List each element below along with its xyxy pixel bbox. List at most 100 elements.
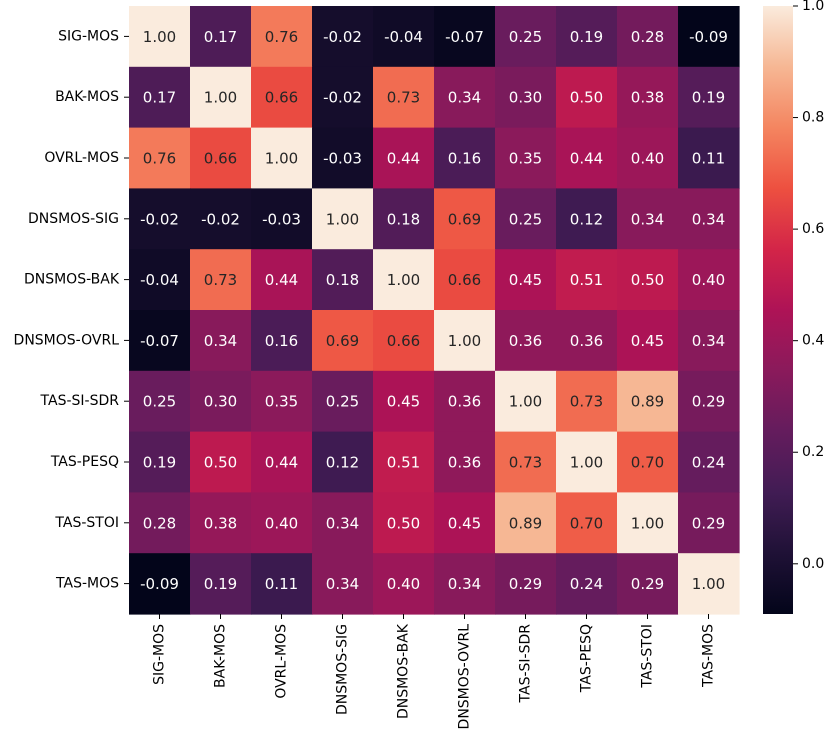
heatmap-value-4-7: 0.51 [570,271,603,289]
heatmap-cell-2-1 [190,127,252,189]
x-tick-label-9: TAS-MOS [701,624,717,688]
heatmap-cell-1-5 [434,66,496,129]
heatmap-cell-6-1 [190,370,252,433]
heatmap-cell-6-8 [617,370,679,433]
x-tick-label-4: DNSMOS-BAK [396,623,412,719]
heatmap-value-6-1: 0.30 [204,393,237,411]
heatmap-cell-7-4 [373,431,435,493]
heatmap-value-7-3: 0.12 [326,454,359,472]
heatmap-value-4-2: 0.44 [265,271,298,289]
y-tick-label-1: BAK-MOS [55,89,119,105]
heatmap-value-2-5: 0.16 [448,150,481,168]
heatmap-value-9-4: 0.40 [387,575,420,593]
heatmap-value-9-7: 0.24 [570,575,603,593]
y-tick-label-3: DNSMOS-SIG [28,211,119,227]
heatmap-value-5-0: -0.07 [140,332,179,350]
x-tick-label-0: SIG-MOS [152,624,168,685]
heatmap-value-8-2: 0.40 [265,514,298,532]
heatmap-cell-9-3 [312,553,374,615]
heatmap-value-4-6: 0.45 [509,271,542,289]
heatmap-cell-7-1 [190,431,252,493]
heatmap-value-5-4: 0.66 [387,332,420,350]
heatmap-value-9-5: 0.34 [448,575,481,593]
heatmap-cell-5-2 [251,310,313,372]
heatmap-cell-3-8 [617,188,679,250]
y-axis-ticks: SIG-MOS BAK-MOS OVRL-MOS DNSMOS-SIG DNSMOS-B… [14,28,129,592]
heatmap-cell-6-5 [434,370,496,433]
heatmap-cell-9-2 [251,553,313,615]
heatmap-value-1-1: 1.00 [204,89,237,107]
heatmap-value-6-8: 0.89 [631,393,664,411]
heatmap-value-5-6: 0.36 [509,332,542,350]
heatmap-cell-7-9 [678,431,740,493]
y-tick-label-0: SIG-MOS [58,28,119,44]
heatmap-cell-8-8 [617,492,679,554]
heatmap-value-8-8: 1.00 [631,514,664,532]
heatmap-cell-4-8 [617,249,679,311]
heatmap-value-7-8: 0.70 [631,454,664,472]
heatmap-cell-1-2 [251,66,313,129]
heatmap-value-2-9: 0.11 [692,150,725,168]
x-tick-label-2: OVRL-MOS [274,624,290,699]
heatmap-cell-4-3 [312,249,374,311]
heatmap-value-6-4: 0.45 [387,393,420,411]
heatmap-value-0-9: -0.09 [689,28,728,46]
y-tick-label-7: TAS-PESQ [50,454,119,470]
heatmap-cell-2-3 [312,127,374,189]
heatmap-cell-6-4 [373,370,435,433]
heatmap-value-0-5: -0.07 [445,28,484,46]
heatmap-value-8-3: 0.34 [326,514,359,532]
heatmap-value-7-0: 0.19 [143,454,176,472]
heatmap-cell-6-3 [312,370,374,433]
heatmap-value-5-9: 0.34 [692,332,725,350]
heatmap-cell-5-3 [312,310,374,372]
heatmap-cell-8-3 [312,492,374,554]
x-tick-label-6: TAS-SI-SDR [518,624,534,704]
heatmap-cell-7-6 [495,431,557,493]
heatmap-value-4-8: 0.50 [631,271,664,289]
heatmap-cell-7-0 [129,431,191,493]
heatmap-cell-0-4 [373,6,435,68]
heatmap-value-9-2: 0.11 [265,575,298,593]
heatmap-value-3-5: 0.69 [448,210,481,228]
x-tick-label-3: DNSMOS-SIG [335,624,351,715]
heatmap-cell-0-3 [312,6,374,68]
heatmap-cell-1-0 [129,66,191,129]
heatmap-value-7-9: 0.24 [692,454,725,472]
colorbar-tick-label-4: 0.8 [802,110,824,126]
heatmap-cell-9-5 [434,553,496,615]
heatmap-cell-9-7 [556,553,618,615]
heatmap-value-1-6: 0.30 [509,89,542,107]
heatmap-cell-0-5 [434,6,496,68]
heatmap-annotations: 1.00 0.17 0.76 -0.02 -0.04 -0.07 0.25 0.19 0.28 -… [140,28,728,593]
heatmap-cell-6-7 [556,370,618,433]
heatmap-value-4-0: -0.04 [140,271,179,289]
heatmap-cell-6-6 [495,370,557,433]
heatmap-value-3-6: 0.25 [509,210,542,228]
heatmap-cell-1-3 [312,66,374,129]
heatmap-cell-6-0 [129,370,191,433]
heatmap-cell-5-7 [556,310,618,372]
heatmap-cell-5-8 [617,310,679,372]
heatmap-cell-5-9 [678,310,740,372]
heatmap-cell-3-7 [556,188,618,250]
heatmap-value-6-7: 0.73 [570,393,603,411]
heatmap-value-5-7: 0.36 [570,332,603,350]
heatmap-value-4-4: 1.00 [387,271,420,289]
heatmap-cell-8-2 [251,492,313,554]
heatmap-cell-2-9 [678,127,740,189]
heatmap-value-1-5: 0.34 [448,89,481,107]
heatmap-value-3-0: -0.02 [140,210,179,228]
colorbar-tick-label-3: 0.6 [802,221,824,237]
x-axis-ticks: SIG-MOS BAK-MOS OVRL-MOS DNSMOS-SIG DNSMOS-B… [152,614,717,729]
heatmap-value-3-3: 1.00 [326,210,359,228]
colorbar-gradient [763,6,793,614]
heatmap-cell-6-9 [678,370,740,433]
y-tick-label-8: TAS-STOI [54,515,119,531]
heatmap-value-9-9: 1.00 [692,575,725,593]
heatmap-value-6-6: 1.00 [509,393,542,411]
heatmap-cell-1-7 [556,66,618,129]
heatmap-cell-8-5 [434,492,496,554]
heatmap-cell-9-0 [129,553,191,615]
heatmap-cell-3-3 [312,188,374,250]
